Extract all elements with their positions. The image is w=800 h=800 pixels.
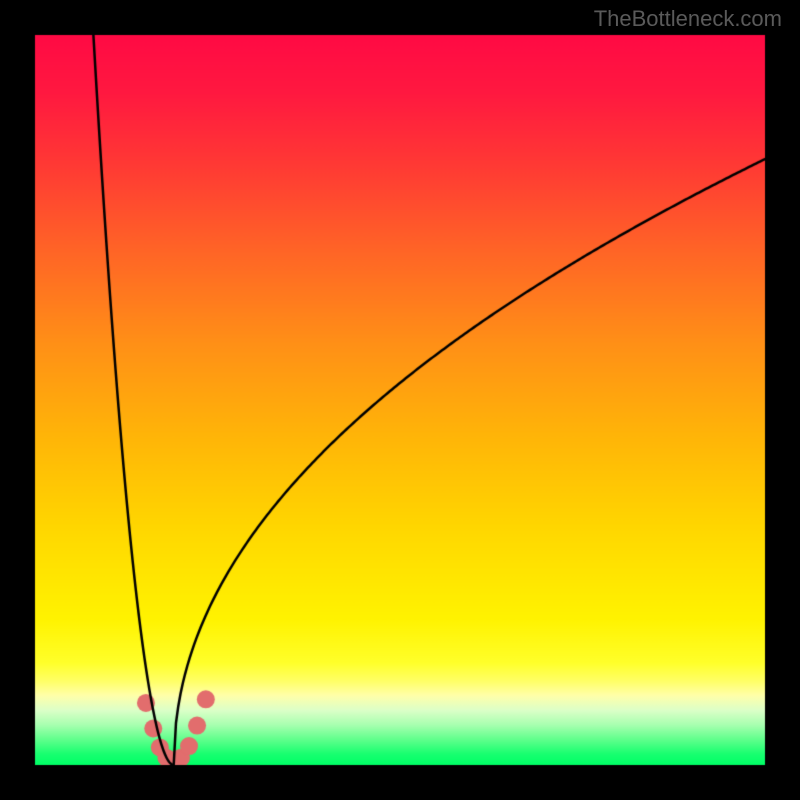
bottleneck-curve-chart (0, 0, 800, 800)
chart-container: TheBottleneck.com (0, 0, 800, 800)
